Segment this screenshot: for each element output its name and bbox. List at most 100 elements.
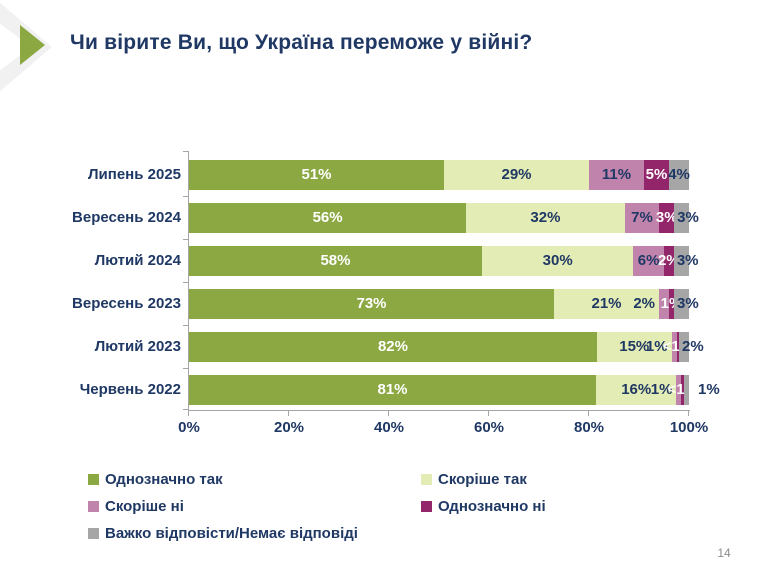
legend-item: Важко відповісти/Немає відповіді bbox=[88, 524, 421, 542]
y-axis-tick bbox=[183, 325, 188, 326]
bar-segment bbox=[466, 203, 625, 233]
bar-segment bbox=[624, 203, 660, 233]
bar-segment bbox=[596, 375, 677, 405]
bar-row: 82% 15% 1% <1% 2% bbox=[189, 332, 704, 362]
legend-swatch-icon bbox=[88, 473, 99, 485]
legend-item-label: Скоріше так bbox=[438, 470, 527, 488]
category-label: Вересень 2024 bbox=[72, 209, 181, 226]
page-number: 14 bbox=[717, 546, 731, 560]
bar-segment bbox=[674, 289, 689, 319]
bar-segment bbox=[659, 289, 669, 319]
legend-item-label: Однозначно ні bbox=[438, 497, 546, 515]
bar-segment-label: 21% bbox=[591, 295, 622, 312]
bar-segment bbox=[669, 289, 674, 319]
legend-item: Однозначно ні bbox=[421, 497, 546, 515]
x-axis-tick-label: 80% bbox=[573, 419, 605, 436]
bar-row: 81% 16% 1% <1% 1% bbox=[189, 375, 720, 405]
x-axis-tick bbox=[688, 410, 689, 416]
bar-segment-label: 32% bbox=[530, 209, 561, 226]
bar-segment-label: 73% bbox=[356, 295, 387, 312]
bar-segment-label: 30% bbox=[542, 252, 573, 269]
x-axis-tick-label: 100% bbox=[669, 419, 709, 436]
y-axis-tick bbox=[183, 409, 188, 410]
chart-legend: Однозначно так Скоріше так Скоріше ні Одноз… bbox=[88, 470, 546, 542]
x-axis-tick bbox=[588, 410, 589, 416]
bar-segment bbox=[663, 246, 674, 276]
y-axis-line bbox=[188, 151, 189, 410]
chevron-inner-cutout bbox=[0, 23, 31, 71]
legend-swatch-icon bbox=[88, 500, 99, 512]
green-triangle-icon bbox=[20, 25, 45, 65]
bar-row: 73% 21% 2% 1% 3% bbox=[189, 289, 699, 319]
bar-segment bbox=[679, 332, 689, 362]
bar-segment bbox=[189, 246, 482, 276]
bar-segment-label: 5% bbox=[645, 166, 668, 183]
legend-swatch-icon bbox=[421, 500, 432, 512]
x-axis-tick-label: 60% bbox=[473, 419, 505, 436]
bar-segment bbox=[674, 203, 689, 233]
category-label: Лютий 2024 bbox=[94, 252, 181, 269]
bar-segment-label: <1% bbox=[667, 381, 698, 398]
bar-row: 56% 32% 7% 3% 3% bbox=[189, 203, 699, 233]
bar-segment bbox=[589, 160, 644, 190]
bar-row: 58% 30% 6% 2% 3% bbox=[189, 246, 699, 276]
bar-segment-label: 56% bbox=[312, 209, 343, 226]
bar-segment-label: 51% bbox=[301, 166, 332, 183]
category-label: Лютий 2023 bbox=[94, 338, 181, 355]
bar-segment-label: 3% bbox=[655, 209, 678, 226]
legend-item: Скоріше ні bbox=[88, 497, 421, 515]
bar-segment bbox=[676, 332, 680, 362]
bar-segment bbox=[671, 332, 677, 362]
bar-segment bbox=[189, 160, 444, 190]
legend-item-label: Скоріше ні bbox=[105, 497, 184, 515]
corner-decoration bbox=[0, 2, 52, 92]
bar-segment bbox=[673, 246, 689, 276]
bar-segment bbox=[683, 375, 689, 405]
legend-item: Скоріше так bbox=[421, 470, 546, 488]
x-axis-tick-label: 40% bbox=[373, 419, 405, 436]
bar-segment-label: 3% bbox=[677, 295, 699, 312]
bar-segment-label: 3% bbox=[676, 252, 699, 269]
x-axis-tick bbox=[488, 410, 489, 416]
bar-segment-label: 16% bbox=[621, 381, 652, 398]
bar-segment-label: 11% bbox=[601, 166, 632, 183]
category-label: Вересень 2023 bbox=[72, 295, 181, 312]
bar-segment bbox=[554, 289, 659, 319]
bar-segment bbox=[444, 160, 589, 190]
bar-segment-label: 29% bbox=[501, 166, 532, 183]
x-axis-line bbox=[188, 410, 690, 411]
x-axis-tick-label: 20% bbox=[273, 419, 305, 436]
bar-row: 51% 29% 11% 5% 4% bbox=[189, 160, 690, 190]
bar-segment bbox=[189, 289, 554, 319]
category-label: Липень 2025 bbox=[88, 166, 181, 183]
y-axis-tick bbox=[183, 368, 188, 369]
y-axis-tick bbox=[183, 196, 188, 197]
bar-segment bbox=[189, 203, 467, 233]
x-axis-tick bbox=[288, 410, 289, 416]
bar-segment bbox=[681, 375, 684, 405]
bar-segment-label: 15% bbox=[619, 338, 650, 355]
x-axis-tick bbox=[388, 410, 389, 416]
legend-item: Однозначно так bbox=[88, 470, 421, 488]
bar-segment bbox=[633, 246, 664, 276]
bar-segment bbox=[596, 332, 672, 362]
bar-segment-label: 1% bbox=[698, 381, 720, 398]
bar-segment-label: 1% bbox=[645, 338, 668, 355]
legend-item-label: Важко відповісти/Немає відповіді bbox=[105, 524, 358, 542]
bar-segment bbox=[669, 160, 689, 190]
stacked-bar-chart: Липень 2025 51% 29% 11% 5% 4% Вересень 2024 56%… bbox=[0, 140, 781, 450]
bar-segment-label: 58% bbox=[320, 252, 351, 269]
x-axis-tick-label: 0% bbox=[178, 419, 200, 436]
legend-swatch-icon bbox=[421, 473, 432, 485]
bar-segment-label: 4% bbox=[668, 166, 690, 183]
bar-segment bbox=[189, 375, 597, 405]
bar-segment bbox=[676, 375, 682, 405]
x-axis-tick bbox=[188, 410, 189, 416]
page-title: Чи вірите Ви, що Україна переможе у війн… bbox=[70, 31, 533, 54]
category-label: Червень 2022 bbox=[79, 381, 181, 398]
bar-segment bbox=[481, 246, 634, 276]
legend-swatch-icon bbox=[88, 527, 99, 539]
bar-segment bbox=[189, 332, 597, 362]
bar-segment-label: 7% bbox=[631, 209, 653, 226]
y-axis-tick bbox=[183, 151, 188, 152]
